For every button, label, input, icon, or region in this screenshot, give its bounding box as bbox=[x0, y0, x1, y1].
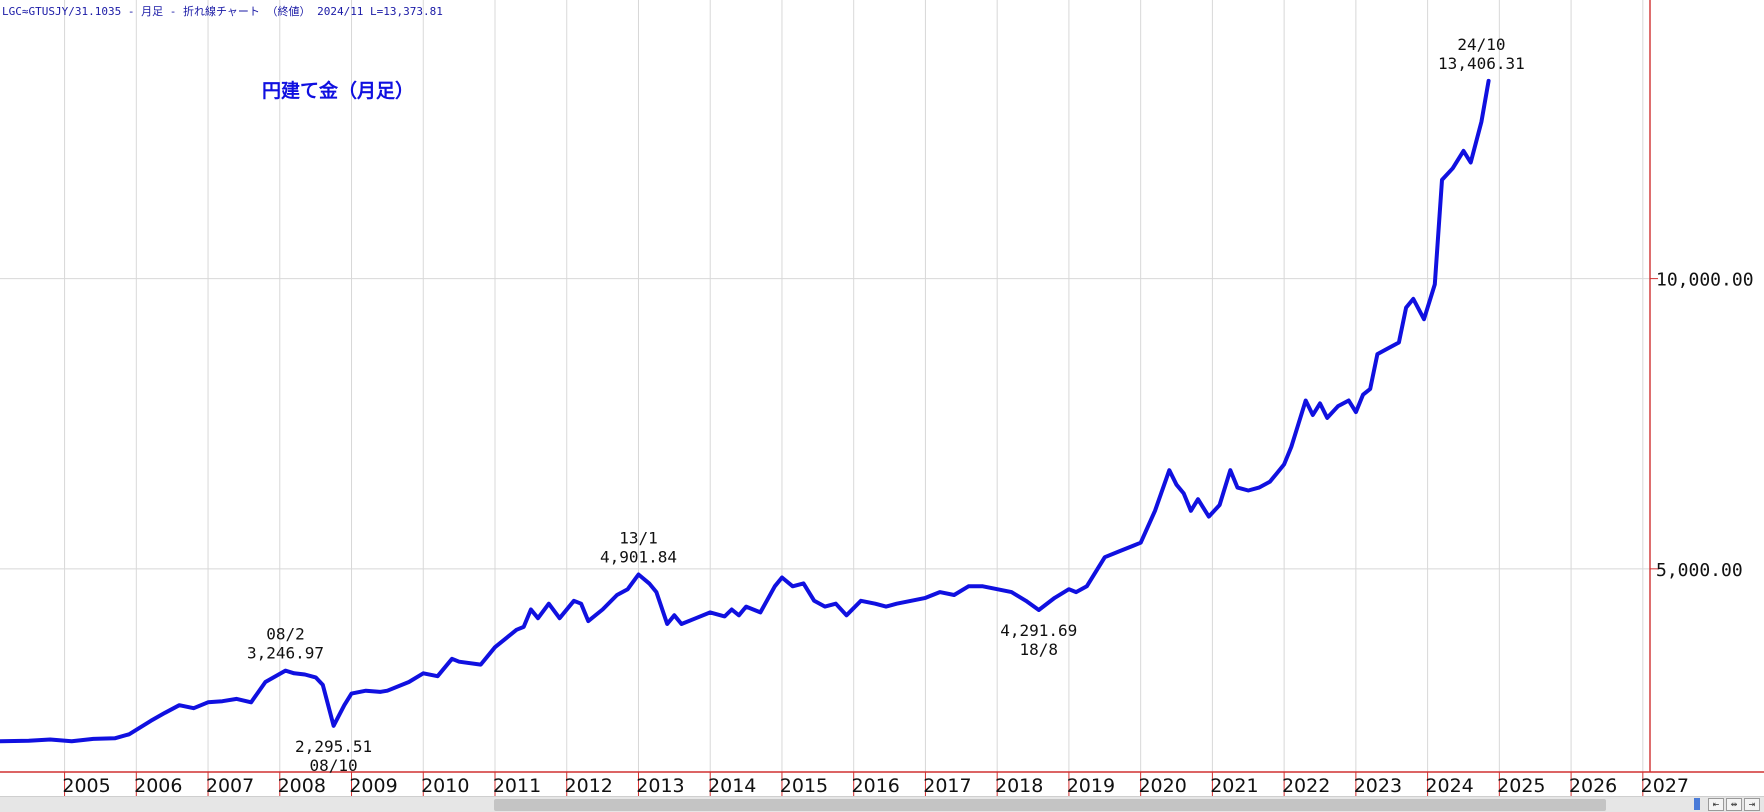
annotation-3-line-1: 18/8 bbox=[1020, 640, 1059, 659]
zoom-in-icon[interactable]: ⇥ bbox=[1744, 798, 1760, 811]
x-tick-label-2010: 2010 bbox=[421, 775, 469, 797]
zoom-reset-icon[interactable]: ⇹ bbox=[1726, 798, 1742, 811]
annotation-1-line-0: 2,295.51 bbox=[295, 737, 372, 756]
y-tick-label-0: 10,000.00 bbox=[1656, 270, 1754, 291]
horizontal-scrollbar[interactable]: ⇤ ⇹ ⇥ bbox=[0, 796, 1764, 812]
x-tick-label-2005: 2005 bbox=[62, 775, 110, 797]
x-tick-label-2024: 2024 bbox=[1425, 775, 1473, 797]
annotation-3-line-0: 4,291.69 bbox=[1000, 621, 1077, 640]
x-tick-label-2025: 2025 bbox=[1497, 775, 1545, 797]
annotation-0-line-1: 3,246.97 bbox=[247, 644, 324, 663]
y-tick-labels: 10,000.00 5,000.00 bbox=[1656, 270, 1754, 581]
x-tick-label-2015: 2015 bbox=[780, 775, 828, 797]
x-tick-label-2007: 2007 bbox=[206, 775, 254, 797]
price-line bbox=[0, 78, 1491, 744]
x-tick-label-2021: 2021 bbox=[1210, 775, 1258, 797]
annotation-2-line-1: 4,901.84 bbox=[600, 548, 677, 567]
x-tick-label-2013: 2013 bbox=[636, 775, 684, 797]
annotation-2-line-0: 13/1 bbox=[619, 529, 658, 548]
x-tick-label-2006: 2006 bbox=[134, 775, 182, 797]
y-tick-label-1: 5,000.00 bbox=[1656, 560, 1743, 581]
annotation-1-line-1: 08/10 bbox=[310, 756, 358, 775]
chart-info-header: LGC≈GTUSJY/31.1035 - 月足 - 折れ線チャート （終値） 2… bbox=[2, 5, 443, 18]
x-tick-label-2008: 2008 bbox=[278, 775, 326, 797]
annotation-4-line-0: 24/10 bbox=[1457, 35, 1505, 54]
x-tick-label-2009: 2009 bbox=[349, 775, 397, 797]
x-tick-label-2020: 2020 bbox=[1138, 775, 1186, 797]
y-gridlines bbox=[0, 278, 1658, 570]
x-tick-label-2014: 2014 bbox=[708, 775, 756, 797]
x-tick-label-2019: 2019 bbox=[1067, 775, 1115, 797]
x-tick-label-2023: 2023 bbox=[1354, 775, 1402, 797]
x-tick-label-2011: 2011 bbox=[493, 775, 541, 797]
chart-title: 円建て金（月足） bbox=[262, 80, 415, 102]
x-tick-labels: 2005 2006 2007 2008 2009 2010 2011 2012 2013 2014… bbox=[62, 775, 1689, 797]
annotation-4-line-1: 13,406.31 bbox=[1438, 54, 1525, 73]
x-tick-label-2012: 2012 bbox=[565, 775, 613, 797]
zoom-marker-icon[interactable] bbox=[1694, 798, 1700, 810]
x-tick-label-2016: 2016 bbox=[852, 775, 900, 797]
x-tick-label-2026: 2026 bbox=[1569, 775, 1617, 797]
x-tick-label-2027: 2027 bbox=[1641, 775, 1689, 797]
x-tick-label-2022: 2022 bbox=[1282, 775, 1330, 797]
annotation-0-line-0: 08/2 bbox=[266, 625, 305, 644]
scroll-controls: ⇤ ⇹ ⇥ bbox=[1694, 798, 1760, 812]
x-tick-label-2017: 2017 bbox=[923, 775, 971, 797]
zoom-out-icon[interactable]: ⇤ bbox=[1708, 798, 1724, 811]
scroll-thumb[interactable] bbox=[494, 799, 1606, 811]
x-tick-label-2018: 2018 bbox=[995, 775, 1043, 797]
x-gridlines bbox=[64, 0, 1644, 796]
